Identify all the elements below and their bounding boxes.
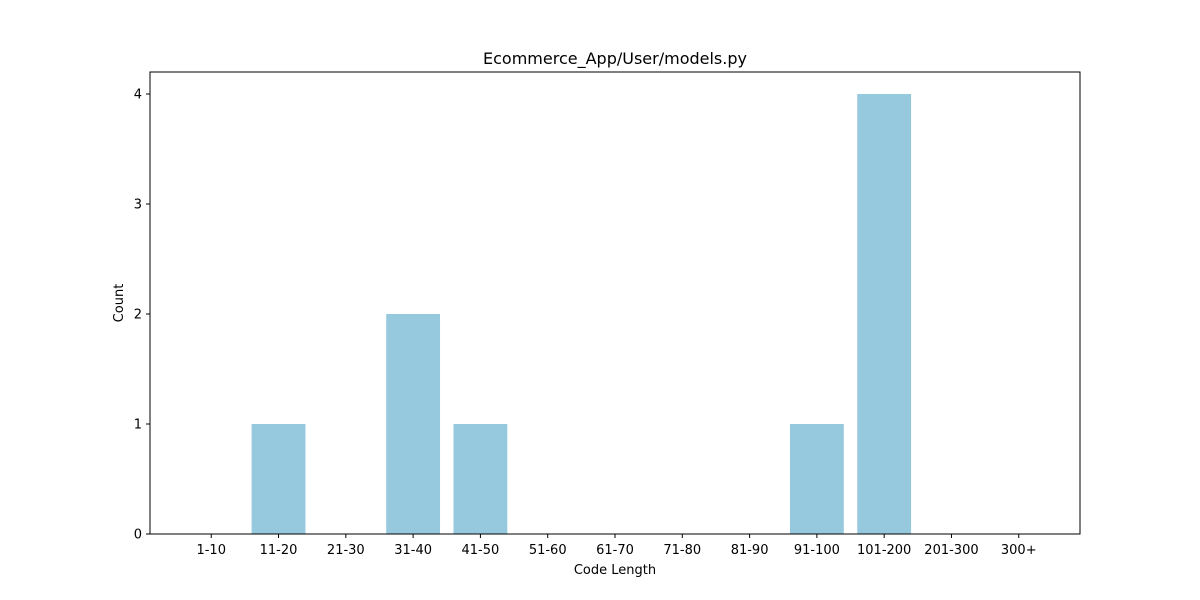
x-tick-label: 91-100 (794, 543, 840, 558)
x-tick-label: 300+ (1001, 543, 1037, 558)
plot-area-frame (149, 71, 1081, 535)
x-axis-ticks: 1-10 11-20 21-30 31-40 41-50 51-60 61-70 71-80 8… (196, 534, 1037, 558)
bar-101-200 (857, 94, 912, 534)
x-tick-label: 71-80 (663, 543, 701, 558)
x-tick-label: 31-40 (394, 543, 432, 558)
x-tick-label: 81-90 (731, 543, 769, 558)
chart-title: Ecommerce_App/User/models.py (483, 49, 747, 69)
bar-31-40 (386, 314, 441, 534)
y-tick-label: 1 (134, 418, 142, 433)
y-tick-label: 2 (134, 308, 142, 323)
y-axis-ticks: 0 1 2 3 4 (134, 88, 150, 543)
x-tick-label: 1-10 (196, 543, 226, 558)
x-tick-label: 51-60 (529, 543, 567, 558)
x-tick-label: 41-50 (462, 543, 500, 558)
x-tick-label: 101-200 (857, 543, 911, 558)
bars-layer (251, 94, 912, 534)
y-tick-label: 0 (134, 528, 142, 543)
y-axis-label: Count (112, 284, 127, 323)
y-tick-label: 4 (134, 88, 142, 103)
x-tick-label: 11-20 (260, 543, 298, 558)
x-tick-label: 61-70 (596, 543, 634, 558)
x-tick-label: 201-300 (924, 543, 978, 558)
x-axis-label: Code Length (574, 563, 656, 578)
bar-41-50 (453, 424, 508, 534)
y-tick-label: 3 (134, 198, 142, 213)
bar-11-20 (251, 424, 306, 534)
bar-91-100 (789, 424, 844, 534)
x-tick-label: 21-30 (327, 543, 365, 558)
